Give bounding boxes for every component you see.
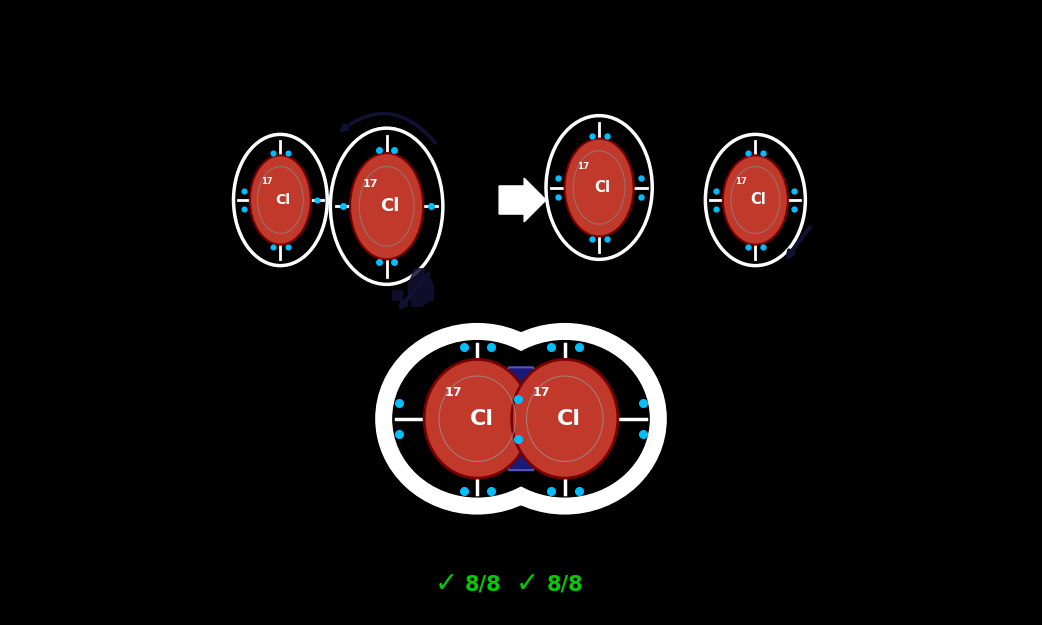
- Text: 17: 17: [532, 386, 549, 399]
- Text: Cl: Cl: [275, 193, 291, 207]
- Ellipse shape: [480, 341, 649, 497]
- Polygon shape: [497, 368, 545, 470]
- Ellipse shape: [350, 153, 423, 259]
- Ellipse shape: [424, 359, 530, 478]
- FancyArrow shape: [499, 178, 546, 222]
- Ellipse shape: [565, 139, 634, 236]
- Text: 17: 17: [445, 386, 462, 399]
- Ellipse shape: [546, 116, 652, 259]
- Text: 8/8: 8/8: [465, 574, 502, 594]
- Text: Cl: Cl: [470, 409, 494, 429]
- Text: 17: 17: [260, 177, 272, 186]
- Ellipse shape: [233, 134, 327, 266]
- Ellipse shape: [250, 156, 311, 244]
- Ellipse shape: [393, 341, 562, 497]
- Ellipse shape: [512, 359, 618, 478]
- Ellipse shape: [723, 156, 788, 244]
- Text: Cl: Cl: [380, 198, 399, 215]
- Text: ✓: ✓: [435, 571, 457, 598]
- Ellipse shape: [465, 325, 665, 512]
- Text: 17: 17: [735, 177, 747, 186]
- Ellipse shape: [377, 325, 577, 512]
- Polygon shape: [393, 269, 433, 306]
- Text: 8/8: 8/8: [546, 574, 584, 594]
- Text: Cl: Cl: [750, 192, 766, 208]
- Text: ✓: ✓: [516, 571, 539, 598]
- Ellipse shape: [330, 128, 443, 284]
- Ellipse shape: [705, 134, 805, 266]
- Text: 17: 17: [363, 179, 378, 189]
- Text: Cl: Cl: [594, 180, 610, 195]
- Text: 17: 17: [577, 162, 590, 171]
- Text: Cl: Cl: [557, 409, 581, 429]
